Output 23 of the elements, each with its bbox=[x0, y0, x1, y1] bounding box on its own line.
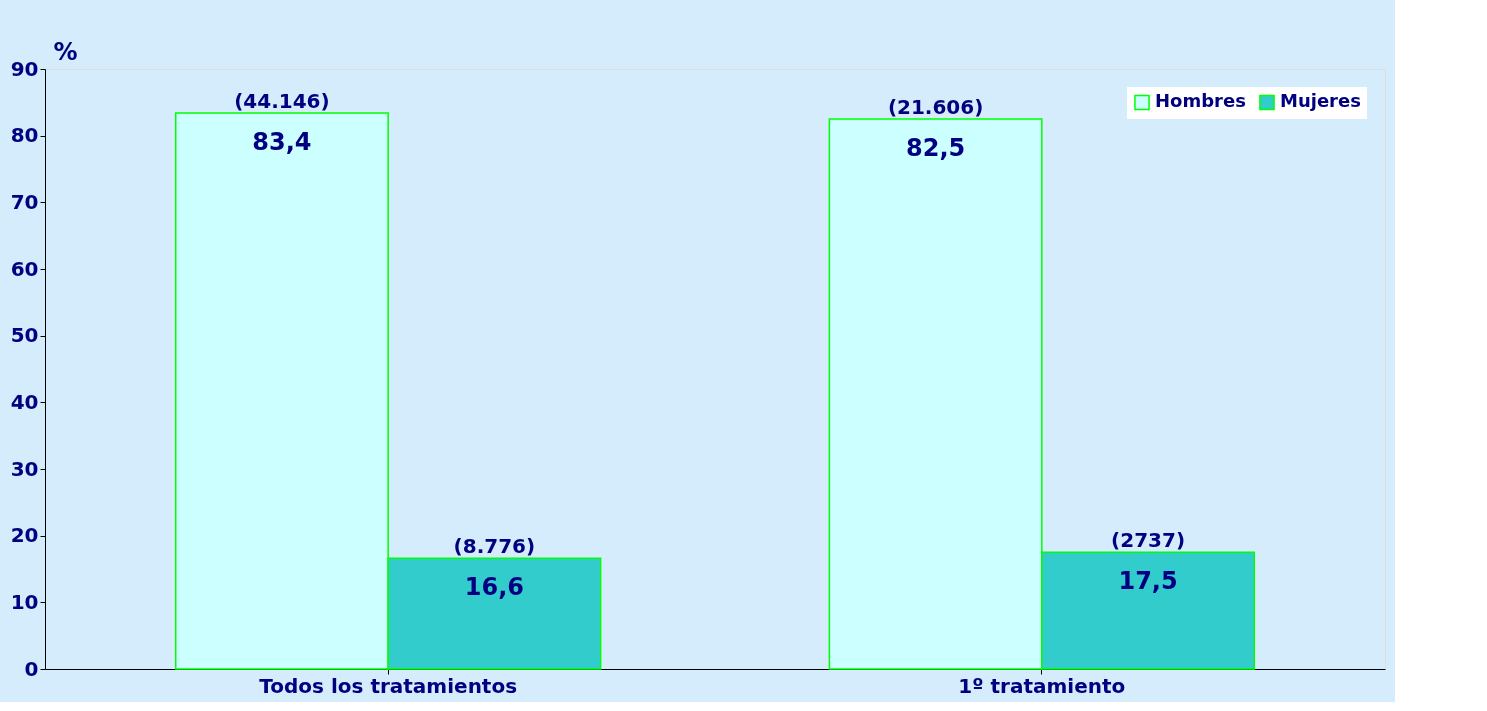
y-axis-title: % bbox=[53, 37, 78, 66]
y-tick-label: 0 bbox=[24, 656, 39, 681]
legend-label: Hombres bbox=[1155, 90, 1246, 112]
x-tick-label: 1º tratamiento bbox=[958, 673, 1126, 698]
y-tick-label: 40 bbox=[10, 389, 39, 414]
data-label: 83,4 bbox=[252, 128, 312, 156]
y-tick-label: 60 bbox=[10, 256, 39, 281]
data-label: 16,6 bbox=[464, 573, 524, 602]
y-tick-label: 50 bbox=[10, 323, 39, 348]
annotation: (8.776) bbox=[453, 534, 536, 559]
legend-label: Mujeres bbox=[1280, 90, 1361, 112]
y-tick-label: 80 bbox=[10, 123, 39, 148]
data-label: 82,5 bbox=[906, 134, 966, 162]
y-tick-label: 10 bbox=[10, 589, 39, 614]
y-tick-label: 70 bbox=[10, 189, 39, 214]
y-tick-label: 20 bbox=[10, 523, 39, 548]
data-label: 17,5 bbox=[1118, 567, 1178, 596]
annotation: (2737) bbox=[1111, 528, 1186, 553]
y-tick-label: 90 bbox=[10, 56, 39, 81]
annotation: (44.146) bbox=[234, 89, 330, 113]
y-tick-label: 30 bbox=[10, 456, 39, 481]
annotation: (21.606) bbox=[887, 95, 984, 119]
x-tick-label: Todos los tratamientos bbox=[259, 673, 518, 698]
